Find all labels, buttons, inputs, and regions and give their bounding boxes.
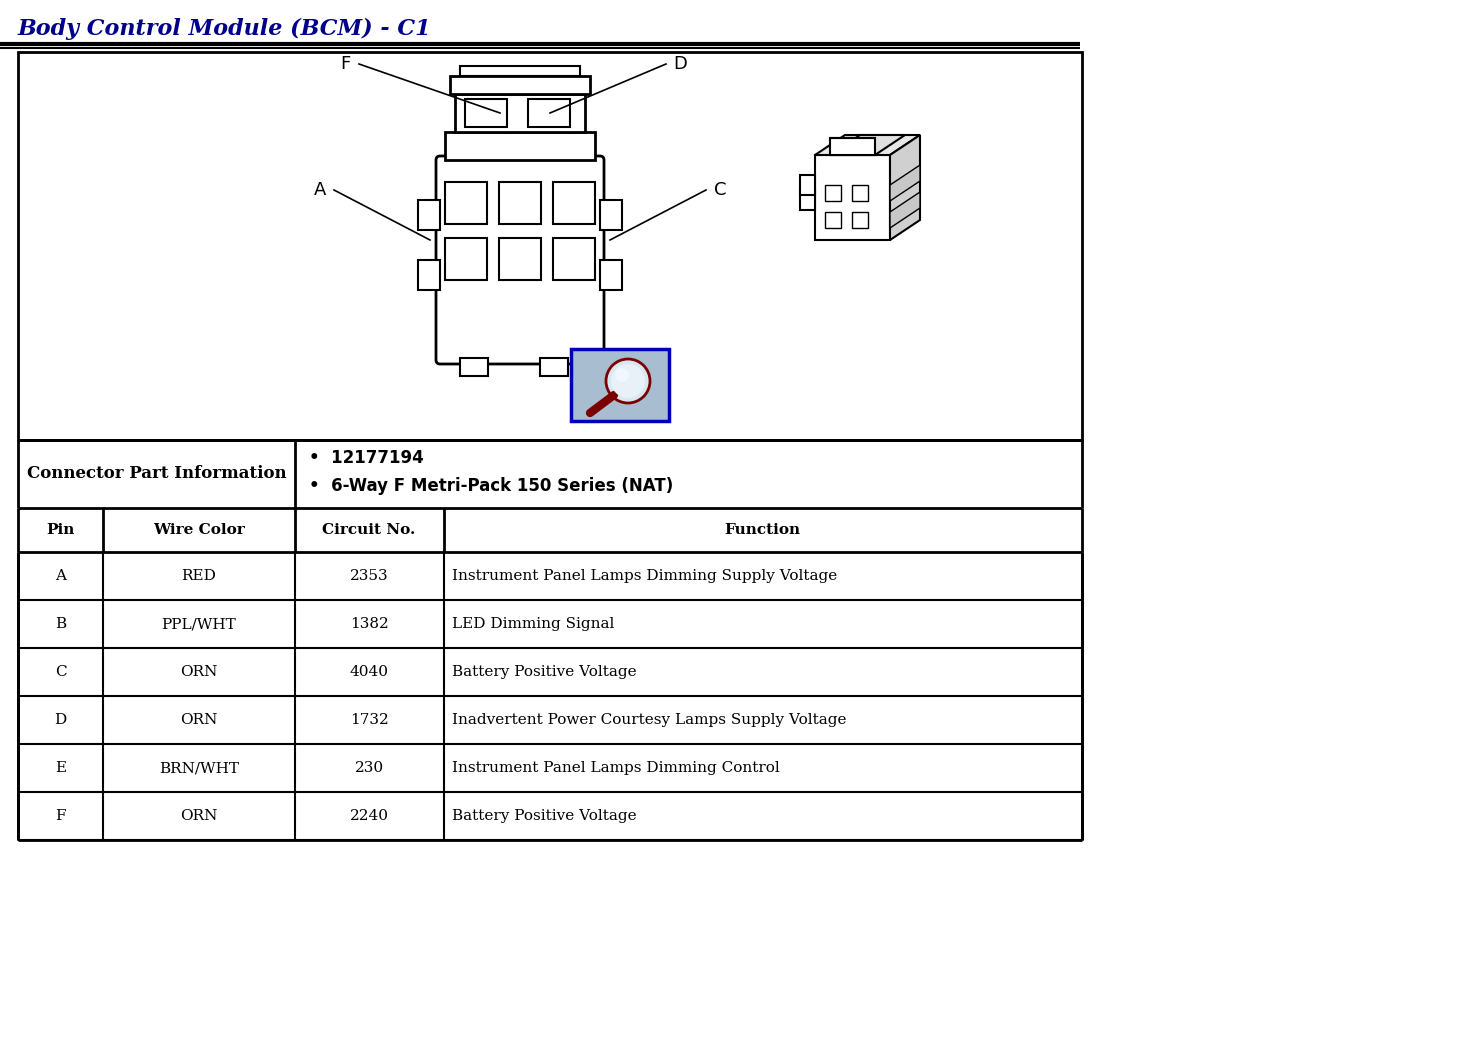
Bar xyxy=(824,185,841,201)
Polygon shape xyxy=(891,166,920,201)
Circle shape xyxy=(615,368,629,382)
Text: •  12177194: • 12177194 xyxy=(309,449,424,467)
Bar xyxy=(18,52,1082,440)
Polygon shape xyxy=(891,192,920,228)
Text: Pin: Pin xyxy=(47,523,75,537)
Bar xyxy=(445,182,487,224)
Bar xyxy=(553,182,595,224)
Bar xyxy=(601,260,623,290)
Polygon shape xyxy=(891,135,920,240)
Text: Instrument Panel Lamps Dimming Control: Instrument Panel Lamps Dimming Control xyxy=(452,761,779,775)
Bar xyxy=(499,182,542,224)
Text: ORN: ORN xyxy=(180,665,218,679)
Bar xyxy=(418,260,440,290)
Text: A: A xyxy=(314,181,327,199)
Polygon shape xyxy=(815,155,891,240)
Bar xyxy=(528,99,570,127)
Text: PPL/WHT: PPL/WHT xyxy=(162,618,236,631)
Text: 2353: 2353 xyxy=(350,569,389,582)
Polygon shape xyxy=(815,135,920,155)
Bar xyxy=(540,358,568,376)
Text: Wire Color: Wire Color xyxy=(153,523,244,537)
Bar xyxy=(499,238,542,280)
Text: D: D xyxy=(54,713,66,727)
Text: F: F xyxy=(56,808,66,823)
Text: RED: RED xyxy=(181,569,216,582)
Text: ORN: ORN xyxy=(180,713,218,727)
Text: Inadvertent Power Courtesy Lamps Supply Voltage: Inadvertent Power Courtesy Lamps Supply … xyxy=(452,713,846,727)
Bar xyxy=(459,358,489,376)
Text: •  6-Way F Metri-Pack 150 Series (NAT): • 6-Way F Metri-Pack 150 Series (NAT) xyxy=(309,477,673,495)
Text: C: C xyxy=(54,665,66,679)
Text: D: D xyxy=(673,55,687,73)
Bar xyxy=(553,238,595,280)
Text: LED Dimming Signal: LED Dimming Signal xyxy=(452,618,614,631)
Text: 4040: 4040 xyxy=(350,665,389,679)
Bar xyxy=(445,132,595,160)
Text: Body Control Module (BCM) - C1: Body Control Module (BCM) - C1 xyxy=(18,18,431,40)
Polygon shape xyxy=(799,190,815,210)
Text: 1382: 1382 xyxy=(350,618,389,631)
Bar xyxy=(824,212,841,228)
Text: Function: Function xyxy=(724,523,801,537)
Bar xyxy=(445,238,487,280)
Text: A: A xyxy=(54,569,66,582)
Text: F: F xyxy=(340,55,350,73)
Text: Instrument Panel Lamps Dimming Supply Voltage: Instrument Panel Lamps Dimming Supply Vo… xyxy=(452,569,838,582)
Bar xyxy=(601,201,623,230)
Bar xyxy=(465,99,506,127)
Circle shape xyxy=(606,359,651,403)
Bar xyxy=(852,185,868,201)
Text: 1732: 1732 xyxy=(350,713,389,727)
Polygon shape xyxy=(830,138,874,155)
Text: Battery Positive Voltage: Battery Positive Voltage xyxy=(452,665,636,679)
Text: B: B xyxy=(54,618,66,631)
Text: E: E xyxy=(54,761,66,775)
Bar xyxy=(418,201,440,230)
Bar xyxy=(455,94,584,132)
Text: 2240: 2240 xyxy=(350,808,389,823)
Text: Circuit No.: Circuit No. xyxy=(322,523,415,537)
Circle shape xyxy=(611,364,645,398)
Polygon shape xyxy=(830,135,905,155)
Text: ORN: ORN xyxy=(180,808,218,823)
Text: Battery Positive Voltage: Battery Positive Voltage xyxy=(452,808,636,823)
FancyBboxPatch shape xyxy=(436,156,604,364)
Bar xyxy=(450,76,590,94)
Text: C: C xyxy=(714,181,726,199)
Bar xyxy=(852,212,868,228)
Polygon shape xyxy=(799,175,815,195)
Text: Connector Part Information: Connector Part Information xyxy=(26,466,286,483)
Bar xyxy=(459,66,580,76)
Bar xyxy=(571,349,668,421)
Text: 230: 230 xyxy=(355,761,384,775)
Text: BRN/WHT: BRN/WHT xyxy=(159,761,238,775)
